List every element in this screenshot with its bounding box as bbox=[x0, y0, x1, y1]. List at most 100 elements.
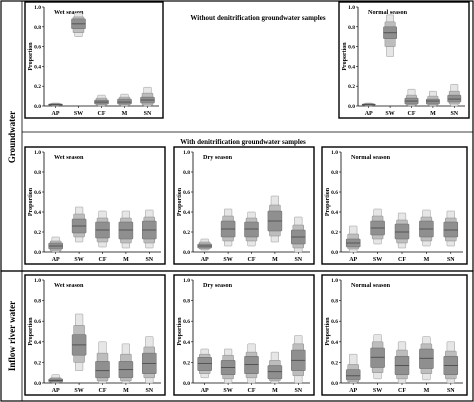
x-tick-label-sw: SW bbox=[74, 111, 83, 117]
band-inner-m bbox=[419, 348, 434, 369]
y-tick-label: 0.2 bbox=[348, 84, 355, 90]
panel-gw-without-normal: 0.0 0.2 0.4 0.6 0.8 1.0 Proportion Normal seaso… bbox=[338, 1, 470, 119]
season-label: Dry season bbox=[203, 282, 233, 289]
x-tick-label-sw: SW bbox=[74, 388, 83, 394]
y-tick-label: 0.0 bbox=[34, 250, 41, 256]
band-inner-sw bbox=[370, 347, 385, 368]
x-tick-label-ap: AP bbox=[52, 257, 60, 263]
x-tick-label-m: M bbox=[272, 388, 278, 394]
season-label: Normal season bbox=[351, 154, 391, 161]
x-tick-label-cf: CF bbox=[398, 257, 406, 263]
y-tick-label: 0.8 bbox=[183, 170, 190, 176]
group-label-inflow: Inflow river water bbox=[7, 301, 17, 371]
band-inner-cf bbox=[244, 355, 259, 374]
y-tick-label: 0.2 bbox=[183, 230, 190, 236]
x-tick-label-ap: AP bbox=[365, 111, 373, 117]
x-tick-label-m: M bbox=[272, 257, 278, 263]
panel-gw-with-normal: 0.0 0.2 0.4 0.6 0.8 1.0 Proportion Normal seaso… bbox=[321, 146, 468, 265]
y-tick-label: 0.4 bbox=[183, 210, 190, 216]
panel-frame bbox=[173, 146, 315, 265]
band-inner-m bbox=[118, 221, 134, 240]
x-tick-label-sn: SN bbox=[450, 111, 458, 117]
y-tick-label: 1.0 bbox=[34, 150, 41, 156]
x-tick-label-cf: CF bbox=[99, 257, 107, 263]
panel-river-normal: 0.0 0.2 0.4 0.6 0.8 1.0 Proportion Normal seaso… bbox=[321, 274, 468, 396]
y-tick-label: 0.0 bbox=[331, 381, 338, 387]
season-label: Normal season bbox=[351, 282, 391, 289]
y-tick-label: 0.0 bbox=[34, 104, 41, 110]
x-tick-label-sn: SN bbox=[447, 388, 455, 394]
inflow-frame bbox=[0, 270, 474, 402]
x-tick-label-cf: CF bbox=[408, 111, 416, 117]
panel-frame bbox=[321, 146, 468, 265]
x-tick-label-ap: AP bbox=[201, 388, 209, 394]
y-tick-label: 1.0 bbox=[34, 5, 41, 11]
x-tick-label-sn: SN bbox=[145, 388, 153, 394]
panel-frame bbox=[24, 1, 164, 119]
x-tick-label-sw: SW bbox=[373, 388, 382, 394]
x-tick-label-sn: SN bbox=[447, 257, 455, 263]
x-tick-label-sn: SN bbox=[294, 257, 302, 263]
y-tick-label: 0.8 bbox=[34, 25, 41, 31]
panel-frame bbox=[173, 274, 315, 396]
panel-gw-with-dry: 0.0 0.2 0.4 0.6 0.8 1.0 Proportion Dry season AP… bbox=[173, 146, 315, 265]
y-tick-label: 0.8 bbox=[331, 299, 338, 305]
y-tick-label: 0.2 bbox=[34, 230, 41, 236]
x-tick-label-cf: CF bbox=[98, 111, 106, 117]
y-axis-label: Proportion bbox=[28, 42, 34, 71]
y-axis-label: Proportion bbox=[325, 317, 331, 346]
x-tick-label-sw: SW bbox=[74, 257, 83, 263]
x-tick-label-m: M bbox=[123, 388, 129, 394]
y-tick-label: 0.8 bbox=[331, 170, 338, 176]
season-label: Normal season bbox=[368, 9, 408, 16]
y-tick-label: 0.8 bbox=[34, 299, 41, 305]
y-tick-label: 0.2 bbox=[34, 84, 41, 90]
x-tick-label-ap: AP bbox=[52, 388, 60, 394]
band-inner-m bbox=[267, 365, 283, 380]
y-tick-label: 0.6 bbox=[34, 319, 41, 325]
y-tick-label: 0.8 bbox=[348, 25, 355, 31]
y-axis-label: Proportion bbox=[177, 187, 183, 216]
y-tick-label: 0.4 bbox=[183, 340, 190, 346]
y-tick-label: 1.0 bbox=[183, 278, 190, 284]
y-tick-label: 0.6 bbox=[34, 190, 41, 196]
panel-frame bbox=[24, 274, 166, 396]
y-axis-label: Proportion bbox=[177, 317, 183, 346]
x-tick-label-sw: SW bbox=[385, 111, 394, 117]
panel-frame bbox=[24, 146, 166, 265]
group-label-groundwater: Groundwater bbox=[7, 111, 17, 163]
y-tick-label: 0.4 bbox=[34, 340, 41, 346]
x-tick-label-m: M bbox=[123, 257, 129, 263]
y-tick-label: 0.0 bbox=[331, 250, 338, 256]
y-tick-label: 1.0 bbox=[183, 150, 190, 156]
y-tick-label: 0.6 bbox=[348, 45, 355, 51]
panel-gw-with-wet: 0.0 0.2 0.4 0.6 0.8 1.0 Proportion Wet season AP… bbox=[24, 146, 166, 265]
x-tick-label-m: M bbox=[430, 111, 436, 117]
panel-frame bbox=[338, 1, 470, 119]
y-tick-label: 0.8 bbox=[34, 170, 41, 176]
y-tick-label: 1.0 bbox=[331, 278, 338, 284]
y-tick-label: 0.4 bbox=[348, 64, 355, 70]
y-axis-label: Proportion bbox=[28, 187, 34, 216]
season-label: Dry season bbox=[203, 154, 233, 161]
x-tick-label-ap: AP bbox=[349, 388, 357, 394]
band-inner-cf bbox=[394, 223, 410, 240]
band-inner-cf bbox=[95, 361, 110, 379]
y-tick-label: 0.6 bbox=[331, 319, 338, 325]
y-tick-label: 0.0 bbox=[348, 104, 355, 110]
band-inner-cf bbox=[244, 221, 259, 238]
y-tick-label: 0.2 bbox=[183, 360, 190, 366]
y-tick-label: 0.2 bbox=[331, 360, 338, 366]
heading-without: Without denitrification groundwater samp… bbox=[190, 14, 325, 22]
y-tick-label: 1.0 bbox=[348, 5, 355, 11]
y-tick-label: 0.4 bbox=[34, 64, 41, 70]
y-tick-label: 1.0 bbox=[34, 278, 41, 284]
y-axis-label: Proportion bbox=[342, 42, 348, 71]
y-tick-label: 0.8 bbox=[183, 299, 190, 305]
panel-river-wet: 0.0 0.2 0.4 0.6 0.8 1.0 Proportion Wet season AP… bbox=[24, 274, 166, 396]
x-tick-label-ap: AP bbox=[349, 257, 357, 263]
x-tick-label-cf: CF bbox=[248, 257, 256, 263]
panel-river-dry: 0.0 0.2 0.4 0.6 0.8 1.0 Proportion Dry season AP… bbox=[173, 274, 315, 396]
